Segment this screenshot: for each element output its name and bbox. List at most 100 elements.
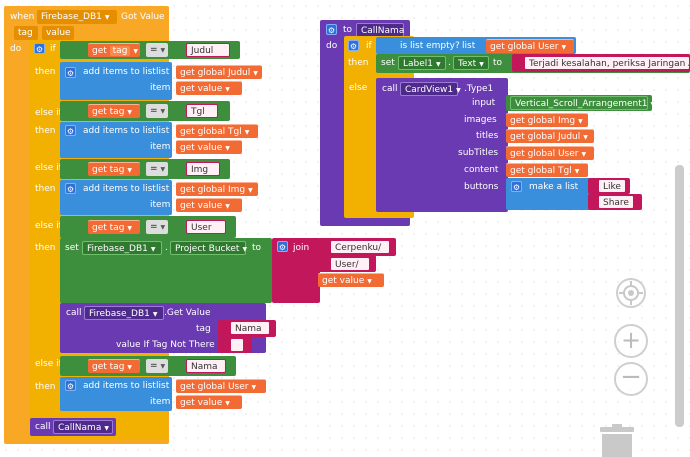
get-global-user[interactable]: get global User ▼ bbox=[486, 39, 574, 53]
get-value-var[interactable]: get value ▼ bbox=[176, 198, 242, 212]
proc-name-field[interactable]: CallNama bbox=[356, 23, 404, 37]
is-list-empty-label: is list empty? bbox=[400, 41, 460, 51]
add-items-label: add items to list bbox=[83, 184, 156, 194]
value-if-label: value If Tag Not There bbox=[116, 340, 215, 350]
add-items-label: add items to list bbox=[83, 67, 156, 77]
if-label: if bbox=[366, 41, 372, 51]
event-component-dropdown[interactable]: Firebase_DB1 ▼ bbox=[37, 10, 117, 24]
get-tag-var[interactable]: get tag ▼ bbox=[88, 162, 140, 176]
add-items-user[interactable] bbox=[60, 377, 172, 411]
text-img[interactable]: Img bbox=[186, 162, 220, 176]
add-items-label: add items to list bbox=[83, 381, 156, 391]
callnama-dropdown[interactable]: CallNama ▼ bbox=[53, 420, 113, 434]
arrangement-dropdown[interactable]: Vertical_Scroll_Arrangement1 ▼ bbox=[510, 96, 655, 110]
vertical-scrollbar[interactable] bbox=[675, 165, 684, 427]
call-label: call bbox=[382, 84, 398, 94]
buttons-arg-label: buttons bbox=[464, 182, 499, 192]
else-if-label: else if bbox=[35, 221, 62, 231]
dot-label: . bbox=[165, 243, 168, 253]
else-if-label: else if bbox=[35, 108, 62, 118]
else-label: else bbox=[349, 83, 368, 93]
item-label: item bbox=[150, 83, 171, 93]
get-tag-var[interactable]: get tag ▼ bbox=[88, 220, 140, 234]
call-label: call bbox=[35, 422, 51, 432]
text-nama[interactable]: Nama bbox=[230, 321, 270, 335]
eq-operator[interactable]: = ▼ bbox=[146, 220, 168, 234]
get-global-judul[interactable]: get global Judul ▼ bbox=[176, 65, 262, 79]
call-component-dropdown[interactable]: Firebase_DB1 ▼ bbox=[84, 306, 164, 320]
add-items-tgl[interactable] bbox=[60, 122, 172, 158]
call-cardview-block[interactable] bbox=[376, 78, 508, 212]
get-global-img[interactable]: get global Img ▼ bbox=[506, 113, 588, 127]
text-error-message[interactable]: Terjadi kesalahan, periksa Jaringan An bbox=[524, 56, 690, 70]
eq-operator[interactable]: = ▼ bbox=[146, 43, 168, 57]
get-global-img[interactable]: get global Img ▼ bbox=[176, 182, 258, 196]
get-tag-var[interactable]: get tag ▼ bbox=[88, 104, 140, 118]
gear-icon[interactable]: ⚙ bbox=[348, 40, 359, 51]
add-items-img[interactable] bbox=[60, 180, 172, 215]
list-label: list bbox=[156, 184, 170, 194]
label-component-dropdown[interactable]: Label1 ▼ bbox=[398, 56, 446, 70]
gear-icon[interactable]: ⚙ bbox=[34, 43, 45, 54]
get-value-var[interactable]: get value ▼ bbox=[176, 395, 242, 409]
text-tgl[interactable]: Tgl bbox=[186, 104, 218, 118]
then-label: then bbox=[35, 382, 56, 392]
param-value[interactable]: value bbox=[42, 26, 74, 40]
gear-icon[interactable]: ⚙ bbox=[326, 24, 337, 35]
set-property-dropdown[interactable]: Project Bucket ▼ bbox=[170, 241, 247, 255]
text-nama[interactable]: Nama bbox=[186, 359, 226, 373]
param-tag[interactable]: tag bbox=[14, 26, 38, 40]
gear-icon[interactable]: ⚙ bbox=[65, 183, 76, 194]
set-component-dropdown[interactable]: Firebase_DB1 ▼ bbox=[82, 241, 162, 255]
cardview-component-dropdown[interactable]: CardView1 ▼ bbox=[400, 82, 461, 96]
text-judul[interactable]: Judul bbox=[186, 43, 230, 57]
list-label: list bbox=[156, 381, 170, 391]
get-value-var[interactable]: get value ▼ bbox=[176, 140, 242, 154]
then-label: then bbox=[35, 243, 56, 253]
gear-icon[interactable]: ⚙ bbox=[277, 241, 288, 252]
item-label: item bbox=[150, 142, 171, 152]
add-items-judul[interactable] bbox=[60, 62, 172, 100]
make-list-label: make a list bbox=[529, 182, 579, 192]
text-cerpenku[interactable]: Cerpenku/ bbox=[330, 240, 390, 254]
eq-operator[interactable]: = ▼ bbox=[146, 359, 168, 373]
gear-icon[interactable]: ⚙ bbox=[511, 181, 522, 192]
get-global-user[interactable]: get global User ▼ bbox=[176, 379, 266, 393]
get-global-user[interactable]: get global User ▼ bbox=[506, 146, 594, 160]
tag-arg-label: tag bbox=[196, 324, 211, 334]
list-label: list bbox=[156, 67, 170, 77]
text-share[interactable]: Share bbox=[598, 195, 634, 209]
else-if-label: else if bbox=[35, 359, 62, 369]
event-name-label: Got Value bbox=[121, 12, 165, 22]
label-property-dropdown[interactable]: Text ▼ bbox=[453, 56, 489, 70]
text-like[interactable]: Like bbox=[598, 179, 626, 193]
then-label: then bbox=[35, 67, 56, 77]
text-user[interactable]: User bbox=[186, 220, 226, 234]
eq-operator[interactable]: = ▼ bbox=[146, 162, 168, 176]
titles-arg-label: titles bbox=[476, 131, 499, 141]
get-tag-var[interactable]: get tag ▼ bbox=[88, 43, 140, 57]
get-global-tgl[interactable]: get global Tgl ▼ bbox=[176, 124, 258, 138]
zoom-in-icon[interactable]: + bbox=[614, 324, 648, 358]
text-user-slash[interactable]: User/ bbox=[330, 257, 370, 271]
zoom-out-icon[interactable]: − bbox=[614, 362, 648, 396]
input-arg-label: input bbox=[472, 98, 496, 108]
list-label: list bbox=[156, 126, 170, 136]
then-label: then bbox=[35, 126, 56, 136]
else-if-label: else if bbox=[35, 163, 62, 173]
get-value-var[interactable]: get value ▼ bbox=[176, 81, 242, 95]
gear-icon[interactable]: ⚙ bbox=[65, 67, 76, 78]
get-global-tgl[interactable]: get global Tgl ▼ bbox=[506, 163, 588, 177]
set-label: set bbox=[65, 243, 79, 253]
get-global-judul[interactable]: get global Judul ▼ bbox=[506, 129, 594, 143]
trash-icon[interactable] bbox=[598, 424, 638, 457]
get-value-var[interactable]: get value ▼ bbox=[318, 273, 384, 287]
get-tag-var[interactable]: get tag ▼ bbox=[88, 359, 140, 373]
do-label: do bbox=[10, 44, 22, 54]
target-icon[interactable] bbox=[616, 278, 646, 308]
text-empty[interactable] bbox=[230, 338, 244, 352]
eq-operator[interactable]: = ▼ bbox=[146, 104, 168, 118]
gear-icon[interactable]: ⚙ bbox=[65, 380, 76, 391]
list-arg-label: list bbox=[462, 41, 476, 51]
gear-icon[interactable]: ⚙ bbox=[65, 125, 76, 136]
